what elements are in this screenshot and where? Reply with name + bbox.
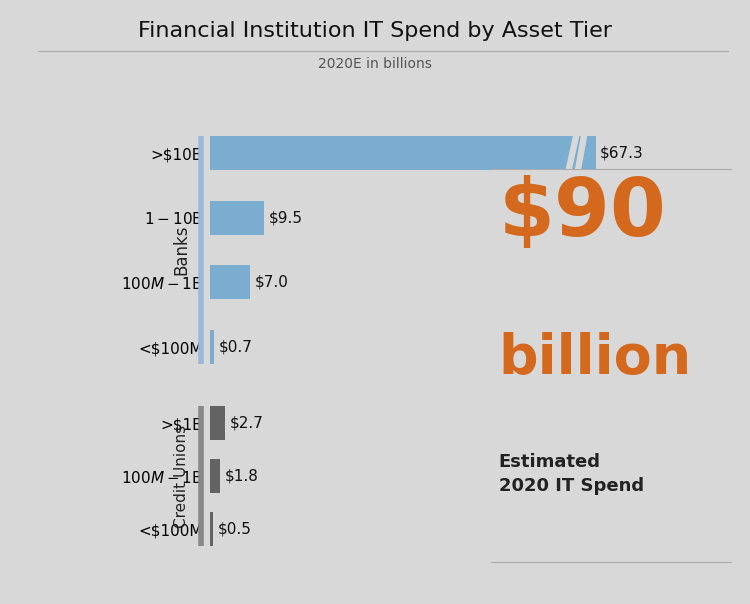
Bar: [210, 459, 220, 493]
Bar: [210, 512, 213, 546]
Text: $9.5: $9.5: [269, 210, 303, 225]
Text: Credit Unions: Credit Unions: [174, 425, 189, 528]
Text: $1.8: $1.8: [225, 469, 259, 484]
Polygon shape: [566, 135, 580, 171]
Bar: [210, 265, 250, 300]
Bar: [210, 201, 265, 235]
Text: $0.5: $0.5: [217, 522, 251, 537]
Bar: [210, 136, 596, 170]
Text: Estimated
2020 IT Spend: Estimated 2020 IT Spend: [499, 453, 644, 495]
Text: $7.0: $7.0: [255, 275, 289, 290]
Text: $67.3: $67.3: [600, 146, 644, 161]
Bar: [210, 406, 226, 440]
Text: $90: $90: [499, 175, 667, 253]
Polygon shape: [574, 135, 587, 171]
Text: Financial Institution IT Spend by Asset Tier: Financial Institution IT Spend by Asset …: [138, 21, 612, 41]
Text: billion: billion: [499, 332, 692, 386]
Text: 2020E in billions: 2020E in billions: [318, 57, 432, 71]
Text: $2.7: $2.7: [230, 416, 264, 431]
Bar: [210, 330, 214, 364]
Text: $0.7: $0.7: [218, 339, 253, 355]
Text: Banks: Banks: [172, 225, 190, 275]
